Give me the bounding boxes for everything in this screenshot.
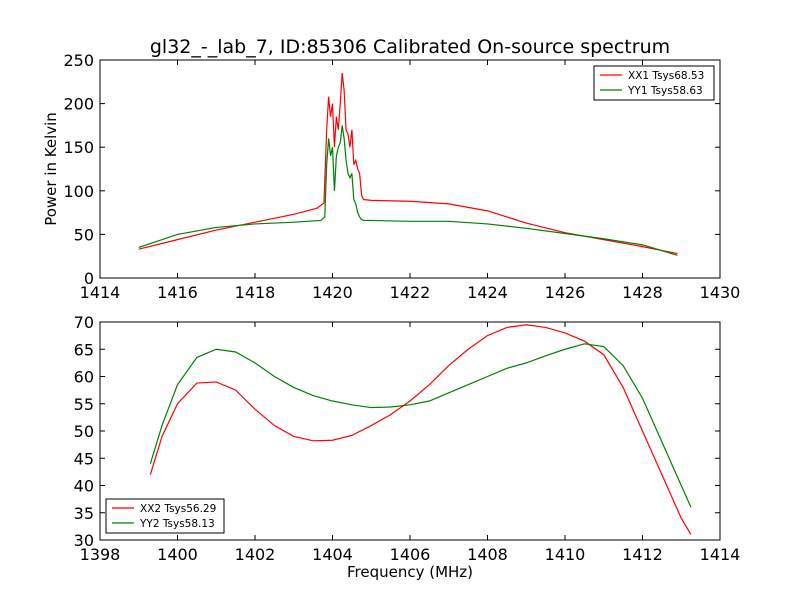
x-tick-label: 1408 bbox=[467, 545, 508, 564]
y-tick-label: 60 bbox=[74, 368, 94, 387]
y-tick-label: 50 bbox=[74, 422, 94, 441]
y-tick-label: 100 bbox=[63, 182, 94, 201]
y-tick-label: 40 bbox=[74, 477, 94, 496]
legend-label: XX2 Tsys56.29 bbox=[140, 503, 216, 515]
legend-label: YY2 Tsys58.13 bbox=[139, 518, 215, 530]
x-tick-label: 1402 bbox=[235, 545, 276, 564]
y-tick-label: 55 bbox=[74, 395, 94, 414]
y-axis-label: Power in Kelvin bbox=[42, 112, 60, 226]
legend-box bbox=[593, 65, 715, 101]
x-tick-label: 1418 bbox=[235, 283, 276, 302]
x-tick-label: 1428 bbox=[622, 283, 663, 302]
x-tick-label: 1412 bbox=[622, 545, 663, 564]
x-tick-label: 1398 bbox=[80, 545, 121, 564]
x-tick-label: 1416 bbox=[157, 283, 198, 302]
x-tick-label: 1406 bbox=[390, 545, 431, 564]
x-tick-label: 1430 bbox=[700, 283, 741, 302]
y-tick-label: 65 bbox=[74, 340, 94, 359]
y-tick-label: 70 bbox=[74, 313, 94, 332]
y-tick-label: 200 bbox=[63, 95, 94, 114]
legend: XX2 Tsys56.29 YY2 Tsys58.13 bbox=[105, 498, 225, 534]
x-tick-label: 1404 bbox=[312, 545, 353, 564]
series-line-yy bbox=[138, 125, 678, 256]
bottom-subplot: 1398 1400 1402 1404 1406 1408 1410 1412 1414 30 35… bbox=[74, 313, 741, 581]
legend-box bbox=[105, 498, 225, 534]
chart-title: gl32_-_lab_7, ID:85306 Calibrated On-sou… bbox=[150, 36, 670, 58]
x-tick-label: 1400 bbox=[157, 545, 198, 564]
series-line-xx bbox=[149, 324, 692, 535]
x-tick-label: 1426 bbox=[545, 283, 586, 302]
series-line-yy bbox=[149, 343, 692, 508]
y-tick-label: 250 bbox=[63, 51, 94, 70]
x-tick-label: 1424 bbox=[467, 283, 508, 302]
y-tick-label: 50 bbox=[74, 225, 94, 244]
top-subplot: 1414 1416 1418 1420 1422 1424 1426 1428 1430 0 50 1… bbox=[42, 51, 740, 302]
x-tick-label: 1414 bbox=[700, 545, 741, 564]
x-tick-label: 1410 bbox=[545, 545, 586, 564]
y-tick-label: 45 bbox=[74, 449, 94, 468]
y-tick-label: 35 bbox=[74, 504, 94, 523]
legend-label: XX1 Tsys68.53 bbox=[628, 70, 704, 82]
series-line-xx bbox=[138, 73, 678, 255]
x-tick-label: 1414 bbox=[80, 283, 121, 302]
y-tick-label: 0 bbox=[84, 269, 94, 288]
legend-label: YY1 Tsys58.63 bbox=[627, 85, 703, 97]
x-tick-label: 1420 bbox=[312, 283, 353, 302]
x-axis-label: Frequency (MHz) bbox=[347, 563, 473, 581]
x-tick-label: 1422 bbox=[390, 283, 431, 302]
legend: XX1 Tsys68.53 YY1 Tsys58.63 bbox=[593, 65, 715, 101]
y-tick-label: 150 bbox=[63, 138, 94, 157]
y-tick-label: 30 bbox=[74, 531, 94, 550]
